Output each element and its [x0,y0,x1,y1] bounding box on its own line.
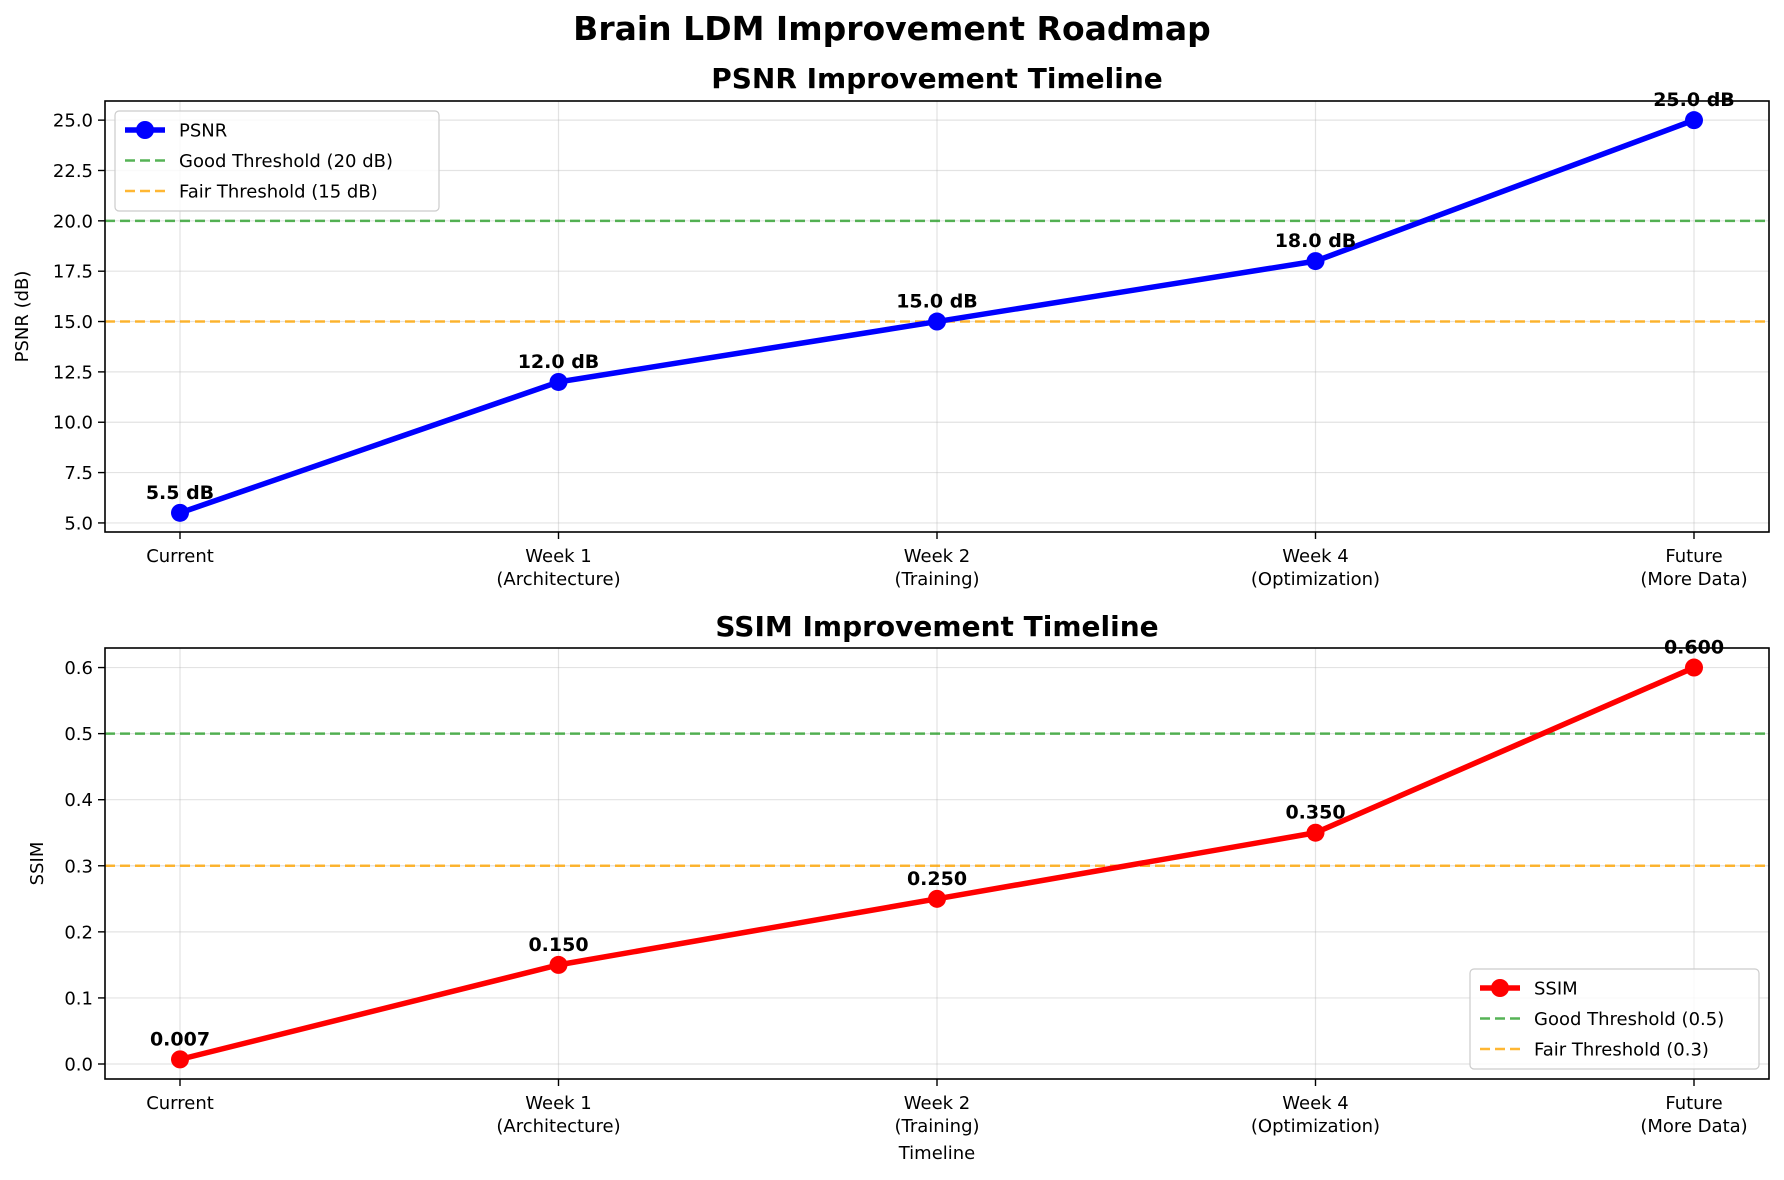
ssim-ytick-label-4: 0.4 [64,790,93,811]
psnr-xtick-label-3: Week 4 (Optimization) [1251,546,1380,590]
psnr-legend-label-fair-threshold-15-db: Fair Threshold (15 dB) [179,182,378,203]
psnr-data-label-0: 5.5 dB [146,482,214,504]
ssim-legend-label-good-threshold-0-5: Good Threshold (0.5) [1534,1009,1724,1030]
ssim-ylabel: SSIM [27,842,48,886]
psnr-data-label-3: 18.0 dB [1275,230,1357,252]
psnr-data-label-2: 15.0 dB [896,291,978,313]
ssim-xtick-label-2: Week 2 (Training) [894,1093,979,1137]
ssim-legend: SSIM Good Threshold (0.5) Fair Threshold (… [1469,968,1760,1070]
psnr-ytick-label-8: 25.0 [53,111,93,132]
ssim-point-future [1685,658,1703,677]
psnr-legend-label-good-threshold-20-db: Good Threshold (20 dB) [179,151,393,172]
ssim-data-label-2: 0.250 [907,868,967,890]
psnr-point-week-4 [1306,252,1325,271]
ssim-xtick-label-1: Week 1 (Architecture) [496,1093,620,1137]
psnr-ylabel: PSNR (dB) [12,271,33,363]
psnr-ytick-label-3: 12.5 [53,362,93,383]
ssim-xtick-label-4: Future (More Data) [1640,1093,1747,1137]
ssim-xtick-label-0: Current [146,1093,214,1114]
ssim-point-week-4 [1306,823,1325,842]
psnr-ytick-label-4: 15.0 [53,312,93,333]
psnr-ytick-label-5: 17.5 [53,262,93,283]
psnr-legend-box [114,110,440,212]
ssim-legend-marker-ssim [1491,979,1509,997]
psnr-chart-title: PSNR Improvement Timeline [711,62,1163,95]
psnr-legend: PSNR Good Threshold (20 dB) Fair Threshold… [114,110,440,212]
psnr-xtick-label-2: Week 2 (Training) [894,546,979,590]
ssim-point-current [171,1050,189,1069]
ssim-data-label-3: 0.350 [1285,802,1345,824]
psnr-data-label-4: 25.0 dB [1653,89,1735,111]
ssim-point-week-2 [928,889,946,908]
psnr-point-week-1 [549,372,568,391]
psnr-ytick-label-0: 5.0 [64,513,93,534]
ssim-legend-label-fair-threshold-0-3: Fair Threshold (0.3) [1534,1040,1709,1061]
ssim-chart-title: SSIM Improvement Timeline [715,610,1158,643]
psnr-ytick-label-7: 22.5 [53,161,93,182]
ssim-xlabel: Timeline [898,1143,976,1164]
psnr-ytick-label-1: 7.5 [64,463,93,484]
psnr-ytick-label-2: 10.0 [53,413,93,434]
psnr-data-label-1: 12.0 dB [518,351,600,373]
psnr-legend-marker-psnr [136,121,154,139]
ssim-legend-label-ssim: SSIM [1534,979,1578,1000]
ssim-ytick-label-0: 0.0 [64,1055,93,1076]
ssim-data-label-0: 0.007 [150,1028,210,1050]
psnr-point-future [1685,111,1703,130]
psnr-xtick-label-4: Future (More Data) [1640,546,1747,590]
ssim-ytick-label-3: 0.3 [64,856,93,877]
ssim-ytick-label-1: 0.1 [64,988,93,1009]
psnr-point-week-2 [928,312,946,331]
ssim-xtick-label-3: Week 4 (Optimization) [1251,1093,1380,1137]
ssim-ytick-label-6: 0.6 [64,658,93,679]
psnr-ytick-label-6: 20.0 [53,211,93,232]
ssim-data-label-1: 0.150 [528,934,588,956]
ssim-chart-panel: SSIM Improvement Timeline 0.007 0.150 0.250… [27,610,1770,1164]
psnr-xtick-label-0: Current [146,546,214,567]
psnr-xtick-label-1: Week 1 (Architecture) [496,546,620,590]
figure-title: Brain LDM Improvement Roadmap [573,9,1211,48]
ssim-point-week-1 [549,955,568,974]
ssim-ytick-label-2: 0.2 [64,922,93,943]
ssim-legend-box [1469,968,1760,1070]
psnr-legend-label-psnr: PSNR [179,121,227,142]
psnr-chart-panel: PSNR Improvement Timeline 5.5 dB 12.0 dB 15… [12,62,1770,590]
ssim-ytick-label-5: 0.5 [64,724,93,745]
psnr-point-current [171,503,189,522]
